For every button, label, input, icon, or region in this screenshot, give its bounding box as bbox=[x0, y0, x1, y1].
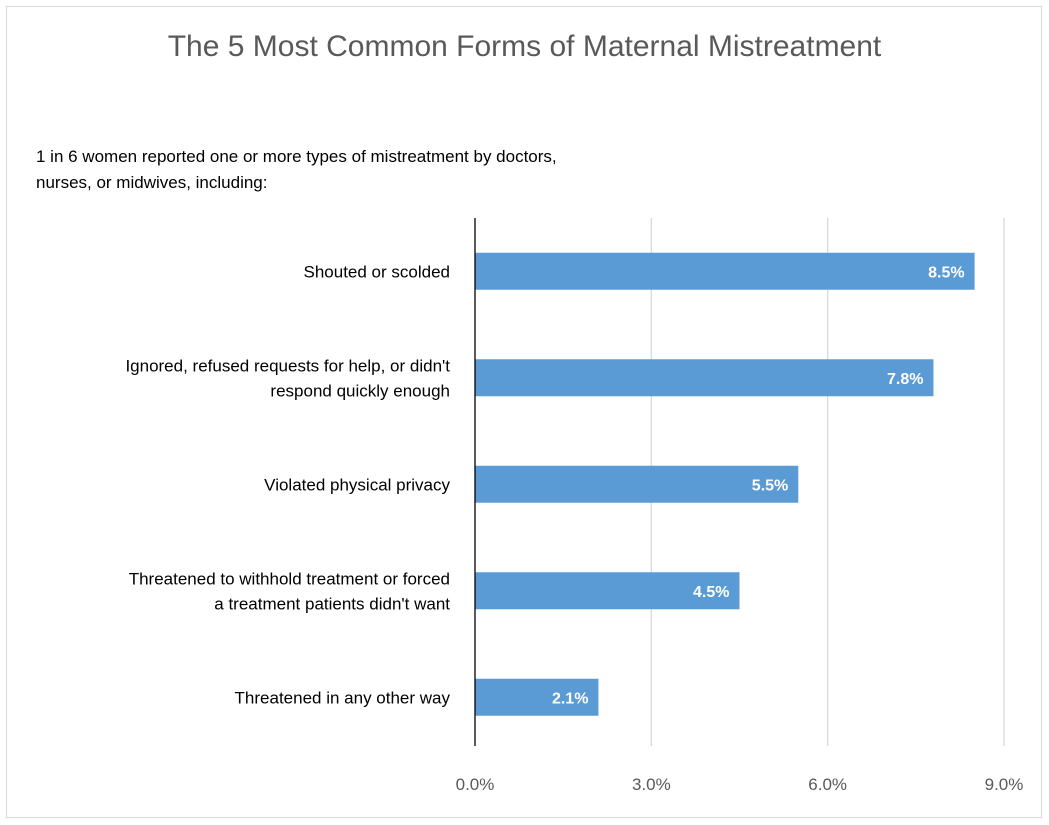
category-label: Threatened to withhold treatment or forc… bbox=[129, 569, 450, 588]
chart-title: The 5 Most Common Forms of Maternal Mist… bbox=[167, 30, 882, 63]
data-label: 5.5% bbox=[752, 477, 788, 494]
x-tick-label: 6.0% bbox=[808, 775, 847, 794]
x-tick-label: 0.0% bbox=[456, 775, 495, 794]
x-tick-label: 3.0% bbox=[632, 775, 671, 794]
category-label: Violated physical privacy bbox=[264, 475, 450, 494]
bar bbox=[475, 678, 599, 716]
bar bbox=[475, 572, 740, 610]
data-label: 7.8% bbox=[887, 371, 923, 388]
labels: 0.0% 3.0% 6.0% 9.0% 8.5% Shouted or scolded 7.… bbox=[125, 262, 1023, 794]
category-label: Ignored, refused requests for help, or d… bbox=[125, 356, 450, 375]
chart-subtitle: 1 in 6 women reported one or more types … bbox=[36, 147, 557, 192]
category-label: Threatened in any other way bbox=[235, 688, 451, 707]
data-label: 8.5% bbox=[928, 264, 964, 281]
category-label: a treatment patients didn't want bbox=[214, 594, 450, 613]
x-tick-label: 9.0% bbox=[985, 775, 1024, 794]
bar bbox=[475, 465, 799, 503]
bars bbox=[475, 252, 975, 716]
data-label: 2.1% bbox=[552, 690, 588, 707]
data-label: 4.5% bbox=[693, 584, 729, 601]
category-label: respond quickly enough bbox=[270, 381, 450, 400]
bar bbox=[475, 252, 975, 290]
category-label: Shouted or scolded bbox=[304, 262, 451, 281]
bar bbox=[475, 359, 934, 397]
